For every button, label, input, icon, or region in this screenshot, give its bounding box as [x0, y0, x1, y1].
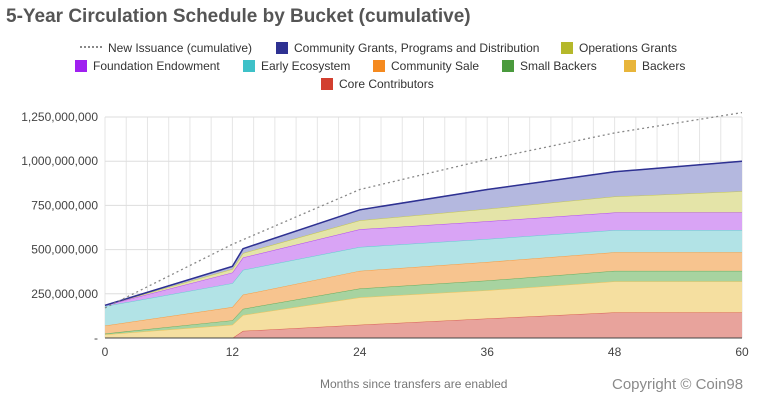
legend-label: New Issuance (cumulative)	[108, 41, 253, 55]
legend-label: Operations Grants	[579, 41, 678, 55]
legend-swatch	[75, 60, 87, 72]
legend-item: Early Ecosystem	[243, 59, 350, 73]
area-series	[105, 191, 742, 306]
x-tick-label: 12	[226, 345, 240, 359]
y-tick-label: -	[94, 331, 98, 345]
legend-swatch	[243, 60, 255, 72]
x-tick-label: 48	[608, 345, 622, 359]
legend-item: New Issuance (cumulative)	[80, 41, 252, 55]
area-series	[105, 161, 742, 306]
x-tick-label: 24	[353, 345, 367, 359]
legend-label: Community Sale	[391, 59, 480, 73]
area-series	[105, 230, 742, 326]
y-tick-label: 1,000,000,000	[21, 154, 98, 168]
legend-label: Foundation Endowment	[93, 59, 220, 73]
legend-label: Community Grants, Programs and Distribut…	[294, 41, 540, 55]
legend-swatch	[373, 60, 385, 72]
legend-item: Core Contributors	[321, 77, 434, 91]
legend-item: Backers	[624, 59, 685, 73]
area-series	[105, 212, 742, 307]
legend-label: Small Backers	[520, 59, 597, 73]
legend-item: Small Backers	[502, 59, 597, 73]
issuance-line	[104, 111, 743, 309]
legend-swatch	[624, 60, 636, 72]
legend-swatch	[321, 78, 333, 90]
x-axis-label: Months since transfers are enabled	[320, 377, 508, 391]
total-line	[104, 160, 743, 307]
legend-item: Community Grants, Programs and Distribut…	[276, 41, 539, 55]
area-series	[105, 270, 742, 335]
legend-label: Early Ecosystem	[261, 59, 351, 73]
x-tick-label: 36	[481, 345, 495, 359]
y-tick-label: 500,000,000	[31, 243, 98, 257]
legend-label: Core Contributors	[339, 77, 434, 91]
x-tick-label: 0	[102, 345, 109, 359]
x-tick-label: 60	[735, 345, 749, 359]
y-tick-label: 750,000,000	[31, 198, 98, 212]
legend-item: Foundation Endowment	[75, 59, 220, 73]
area-series	[105, 312, 742, 338]
legend-swatch	[502, 60, 514, 72]
area-series	[105, 281, 742, 338]
legend-swatch	[561, 42, 573, 54]
legend-dotted-swatch	[80, 46, 102, 50]
legend-item: Operations Grants	[561, 41, 677, 55]
area-series	[105, 252, 742, 334]
y-tick-label: 250,000,000	[31, 287, 98, 301]
legend-swatch	[276, 42, 288, 54]
chart-title: 5-Year Circulation Schedule by Bucket (c…	[6, 6, 471, 27]
legend-item: Community Sale	[373, 59, 479, 73]
copyright-watermark: Copyright © Coin98	[612, 376, 744, 393]
legend-label: Backers	[642, 59, 686, 73]
y-tick-label: 1,250,000,000	[21, 110, 98, 124]
